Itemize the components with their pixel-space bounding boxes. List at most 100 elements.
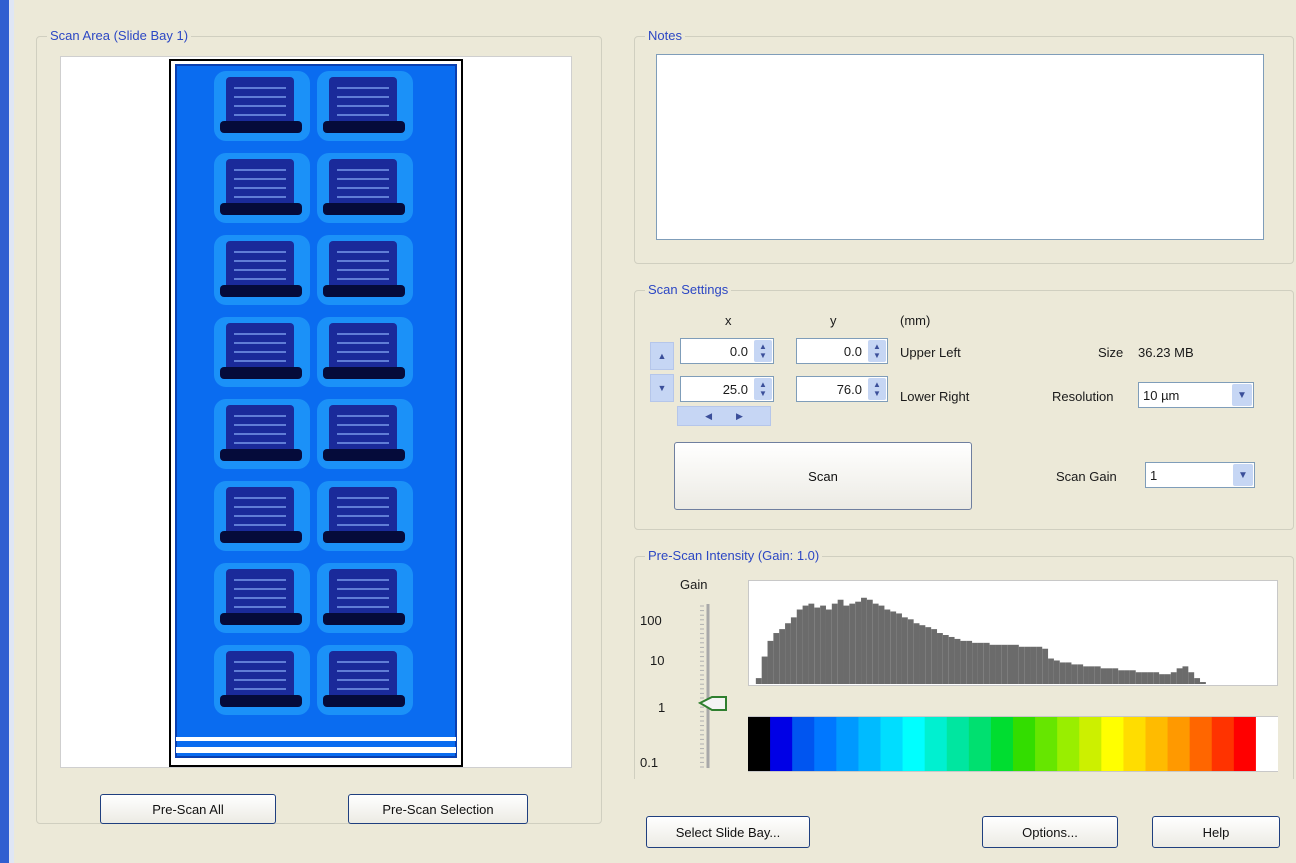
spinner-icon[interactable]: ▲ ▼ — [868, 378, 886, 400]
upper-left-y-input[interactable]: 0.0 ▲ ▼ — [796, 338, 888, 364]
scan-gain-select[interactable]: 1 ▼ — [1145, 462, 1255, 488]
spot-grid-line — [234, 661, 286, 663]
lower-right-y-value[interactable]: 76.0 — [836, 381, 862, 397]
upper-left-x-input[interactable]: 0.0 ▲ ▼ — [680, 338, 774, 364]
prescan-selection-button[interactable]: Pre-Scan Selection — [348, 794, 528, 824]
chevron-down-icon[interactable]: ▼ — [1233, 464, 1253, 486]
spot-grid-line — [337, 187, 389, 189]
spot-grid-line — [337, 196, 389, 198]
histogram-bar — [1170, 672, 1177, 684]
arrow-down-icon: ▼ — [657, 383, 667, 393]
spot-grid-line — [234, 360, 286, 362]
histogram-bar — [1094, 666, 1101, 684]
histogram-bar — [983, 642, 990, 684]
prescan-intensity-title: Pre-Scan Intensity (Gain: 1.0) — [645, 548, 823, 563]
colorbar-segment — [924, 717, 948, 771]
spot-grid-line — [337, 442, 389, 444]
spot-grid-line — [337, 351, 389, 353]
spot-grid-line — [337, 342, 389, 344]
nudge-down-button[interactable]: ▼ — [650, 374, 674, 402]
histogram-bar — [1071, 664, 1078, 684]
histogram-bar — [843, 605, 850, 684]
spot-shadow — [323, 695, 405, 707]
spot-grid-line — [337, 524, 389, 526]
histogram-bar — [966, 640, 973, 684]
prescan-intensity-group: Pre-Scan Intensity (Gain: 1.0) — [634, 548, 1294, 779]
scan-area-canvas[interactable] — [60, 56, 572, 768]
x-column-header: x — [725, 313, 732, 328]
colorbar-segment — [990, 717, 1014, 771]
histogram-bar — [896, 613, 902, 684]
upper-left-y-value[interactable]: 0.0 — [843, 343, 862, 359]
histogram-bar — [814, 607, 821, 684]
spot-grid-line — [234, 524, 286, 526]
prescan-all-button[interactable]: Pre-Scan All — [100, 794, 276, 824]
select-slide-bay-button[interactable]: Select Slide Bay... — [646, 816, 810, 848]
histogram-bar — [1194, 678, 1201, 684]
arrow-left-icon[interactable]: ◀ — [705, 410, 712, 421]
histogram-bar — [913, 623, 920, 684]
histogram-bar — [1188, 672, 1195, 684]
spot-shadow — [220, 695, 302, 707]
scan-button[interactable]: Scan — [674, 442, 972, 510]
notes-textarea[interactable] — [656, 54, 1264, 240]
histogram-bar — [995, 644, 1002, 684]
chevron-down-icon[interactable]: ▼ — [1232, 384, 1252, 406]
spot-grid-line — [337, 260, 389, 262]
gain-slider-thumb[interactable] — [697, 696, 727, 711]
scan-gain-value[interactable]: 1 — [1150, 467, 1158, 483]
lower-right-x-value[interactable]: 25.0 — [722, 381, 748, 397]
colorbar-segment — [836, 717, 859, 771]
resolution-value[interactable]: 10 µm — [1143, 387, 1180, 403]
arrow-right-icon[interactable]: ▶ — [736, 410, 743, 421]
gain-tick-100: 100 — [640, 613, 662, 628]
spot-grid-line — [337, 269, 389, 271]
histogram-bar — [1007, 644, 1013, 684]
spinner-icon[interactable]: ▲ ▼ — [754, 378, 772, 400]
histogram-bar — [861, 597, 867, 684]
spot-grid-line — [234, 497, 286, 499]
spot-grid-line — [234, 96, 286, 98]
histogram-bar — [831, 603, 838, 684]
gain-slider[interactable] — [690, 600, 730, 772]
spinner-icon[interactable]: ▲ ▼ — [868, 340, 886, 362]
slide-preview-image[interactable] — [61, 57, 573, 769]
lower-right-y-input[interactable]: 76.0 ▲ ▼ — [796, 376, 888, 402]
spot-shadow — [323, 449, 405, 461]
spot-shadow — [220, 449, 302, 461]
spot-grid-line — [337, 670, 389, 672]
histogram-bar — [790, 617, 797, 684]
histogram-bar — [884, 609, 891, 684]
nudge-left-right-buttons[interactable]: ◀ ▶ — [677, 406, 771, 426]
histogram-bar — [1059, 662, 1066, 684]
histogram-bar — [1164, 674, 1171, 684]
histogram-bar — [1106, 668, 1113, 684]
nudge-up-button[interactable]: ▲ — [650, 342, 674, 370]
histogram-bar — [1200, 682, 1206, 684]
histogram-bar — [825, 609, 832, 684]
help-button[interactable]: Help — [1152, 816, 1280, 848]
upper-left-x-value[interactable]: 0.0 — [729, 343, 748, 359]
colorbar-segment — [1145, 717, 1169, 771]
histogram-bar — [890, 611, 897, 684]
options-button[interactable]: Options... — [982, 816, 1118, 848]
spot-grid-line — [234, 196, 286, 198]
spot-shadow — [323, 531, 405, 543]
spot-grid-line — [337, 688, 389, 690]
spot-grid-line — [234, 679, 286, 681]
resolution-select[interactable]: 10 µm ▼ — [1138, 382, 1254, 408]
histogram-bar — [1153, 672, 1160, 684]
lower-right-x-input[interactable]: 25.0 ▲ ▼ — [680, 376, 774, 402]
spot-grid-line — [337, 87, 389, 89]
colorbar-segment — [1035, 717, 1058, 771]
colorbar-segment — [1101, 717, 1124, 771]
histogram-bar — [1013, 644, 1019, 684]
histogram-bar — [1182, 666, 1189, 684]
spot-grid-line — [234, 87, 286, 89]
spinner-icon[interactable]: ▲ ▼ — [754, 340, 772, 362]
spot-grid-line — [337, 178, 389, 180]
spot-grid-line — [234, 342, 286, 344]
histogram-bar — [767, 640, 774, 684]
spot-grid-line — [234, 433, 286, 435]
spot-grid-line — [337, 497, 389, 499]
